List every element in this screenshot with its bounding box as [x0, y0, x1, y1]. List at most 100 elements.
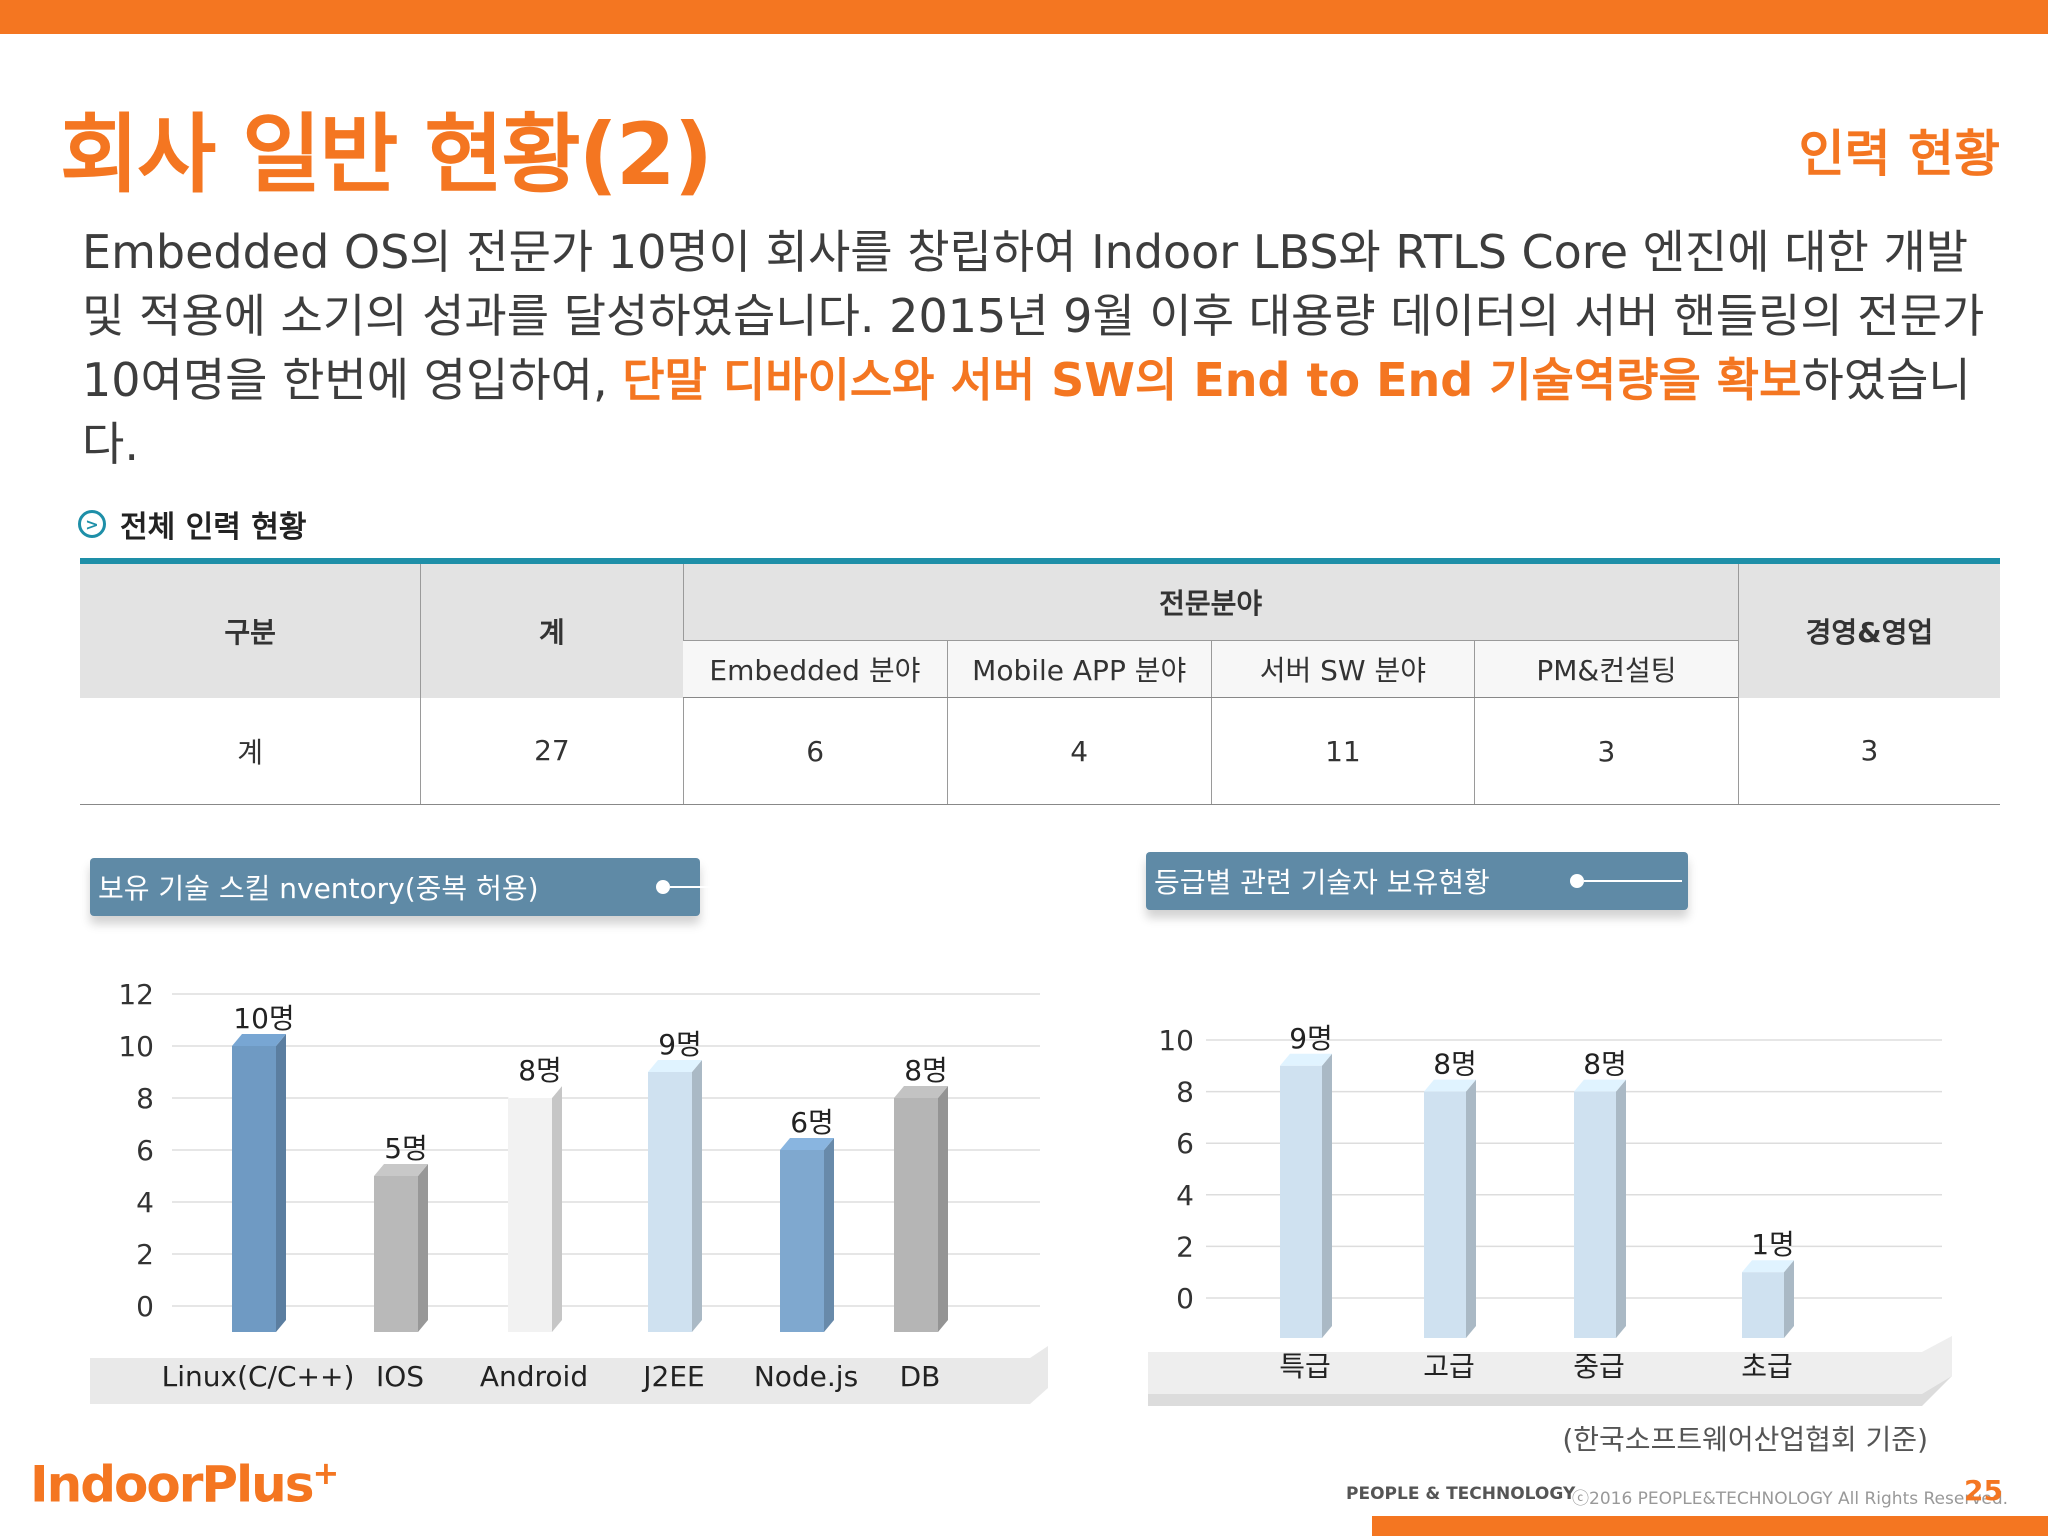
- bar: [648, 1072, 692, 1332]
- cell-total: 27: [420, 697, 684, 805]
- data-label: 5명: [384, 1132, 428, 1165]
- y-tick-label: 0: [1176, 1282, 1194, 1315]
- bar-top: [780, 1138, 834, 1150]
- header-total: 계: [420, 558, 684, 698]
- intro-text-2: 하였습니다.: [82, 353, 1971, 471]
- bar: [232, 1046, 276, 1332]
- bar-side: [552, 1086, 562, 1332]
- y-tick-label: 8: [1176, 1076, 1194, 1109]
- category-label: J2EE: [641, 1360, 704, 1393]
- staff-table: 구분 계 전문분야 경영&영업 Embedded 분야 Mobile APP 분…: [80, 558, 2000, 805]
- category-label: Android: [480, 1360, 588, 1393]
- y-tick-label: 6: [1176, 1127, 1194, 1160]
- intro-highlight: 단말 디바이스와 서버 SW의 End to End 기술역량을 확보: [622, 353, 1802, 407]
- bar: [780, 1150, 824, 1332]
- skill-chart-label: 보유 기술 스킬 nventory(중복 허용): [90, 858, 786, 916]
- knob-icon: [1570, 874, 1584, 888]
- logo-text: IndoorPlus: [30, 1455, 314, 1514]
- category-label: 초급: [1741, 1350, 1793, 1383]
- bottom-accent-bar: [1372, 1516, 2048, 1536]
- bar: [1280, 1065, 1322, 1338]
- bar-side: [824, 1138, 834, 1332]
- bar: [1424, 1091, 1466, 1338]
- y-tick-label: 2: [1176, 1230, 1194, 1263]
- header-embedded: Embedded 분야: [683, 640, 948, 698]
- bar: [1742, 1272, 1784, 1338]
- data-label: 8명: [1583, 1048, 1627, 1081]
- bar-top: [1574, 1079, 1626, 1092]
- data-label: 10명: [233, 1002, 294, 1035]
- skill-chart-title: 보유 기술 스킬 nventory(중복 허용): [98, 872, 539, 905]
- data-label: 8명: [904, 1054, 948, 1087]
- y-tick-label: 12: [118, 978, 154, 1011]
- category-label: DB: [900, 1360, 941, 1393]
- bar-side: [938, 1086, 948, 1332]
- data-label: 8명: [518, 1054, 562, 1087]
- category-label: 특급: [1279, 1350, 1331, 1383]
- logo-sup: +: [312, 1454, 340, 1492]
- header-pm: PM&컨설팅: [1474, 640, 1739, 698]
- cell-mobile: 4: [946, 697, 1212, 805]
- chevron-right-circle-icon: >: [78, 510, 106, 538]
- bar-side: [1784, 1260, 1794, 1338]
- bar: [374, 1176, 418, 1332]
- y-tick-label: 2: [136, 1238, 154, 1271]
- header-specialty: 전문분야: [682, 558, 1739, 641]
- cell-management: 3: [1737, 697, 2000, 805]
- data-label: 9명: [1289, 1022, 1333, 1055]
- intro-text-1: Embedded OS의 전문가 10명이 회사를 창립하여 Indoor LB…: [82, 225, 1985, 407]
- data-label: 6명: [790, 1106, 834, 1139]
- footer-tagline: PEOPLE & TECHNOLOGY: [1346, 1484, 1576, 1504]
- section-title: 전체 인력 현황: [120, 510, 307, 545]
- skill-chart-floor: [90, 1346, 1048, 1404]
- y-tick-label: 6: [136, 1134, 154, 1167]
- category-label: Node.js: [754, 1360, 858, 1393]
- footnote: (한국소프트웨어산업협회 기준): [1562, 1423, 1928, 1456]
- bar: [1574, 1091, 1616, 1338]
- grade-chart-floor: [1148, 1344, 1952, 1406]
- header-category: 구분: [80, 558, 421, 698]
- header-server: 서버 SW 분야: [1210, 640, 1475, 698]
- cell-embedded: 6: [682, 697, 948, 805]
- page-subtitle: 인력 현황: [1798, 125, 2000, 183]
- category-label: 고급: [1423, 1350, 1475, 1383]
- data-label: 8명: [1433, 1048, 1477, 1081]
- category-label: 중급: [1573, 1350, 1625, 1383]
- category-label: IOS: [376, 1360, 424, 1393]
- table-row: 계 27 6 4 11 3 3: [80, 697, 2000, 805]
- header-mobile: Mobile APP 분야: [946, 640, 1212, 698]
- bar-side: [276, 1034, 286, 1332]
- y-tick-label: 4: [1176, 1179, 1194, 1212]
- grade-chart-title: 등급별 관련 기술자 보유현황: [1154, 866, 1490, 899]
- skill-chart: 12 10 8 6 4 2 0 10명 Linux(C/C++) 5명 IOS 8명 Android 9명…: [118, 978, 1040, 1393]
- bar-side: [692, 1060, 702, 1332]
- top-accent-bar: [0, 0, 2048, 34]
- grade-chart-label: 등급별 관련 기술자 보유현황: [1146, 852, 1688, 910]
- line-decoration: [670, 886, 786, 888]
- grade-chart-floor-top: [1148, 1336, 1952, 1394]
- page-title: 회사 일반 현황(2): [60, 105, 713, 205]
- bar: [894, 1098, 938, 1332]
- y-tick-label: 4: [136, 1186, 154, 1219]
- y-tick-label: 0: [136, 1290, 154, 1323]
- bar: [508, 1098, 552, 1332]
- y-tick-label: 8: [136, 1082, 154, 1115]
- bar-top: [1280, 1053, 1332, 1066]
- bar-top: [508, 1086, 562, 1098]
- bar-top: [894, 1086, 948, 1098]
- page-number: 25: [1964, 1474, 2003, 1507]
- company-logo: IndoorPlus+: [30, 1454, 340, 1514]
- y-tick-label: 10: [1158, 1024, 1194, 1057]
- cell-pm: 3: [1474, 697, 1739, 805]
- bar-side: [1616, 1079, 1626, 1338]
- bar-side: [1322, 1053, 1332, 1338]
- data-label: 9명: [658, 1028, 702, 1061]
- bar-top: [648, 1060, 702, 1072]
- bar-side: [1466, 1079, 1476, 1338]
- cell-row-label: 계: [80, 697, 421, 805]
- bar-top: [1742, 1260, 1794, 1273]
- bar-top: [232, 1034, 286, 1046]
- section-heading: > 전체 인력 현황: [78, 502, 307, 546]
